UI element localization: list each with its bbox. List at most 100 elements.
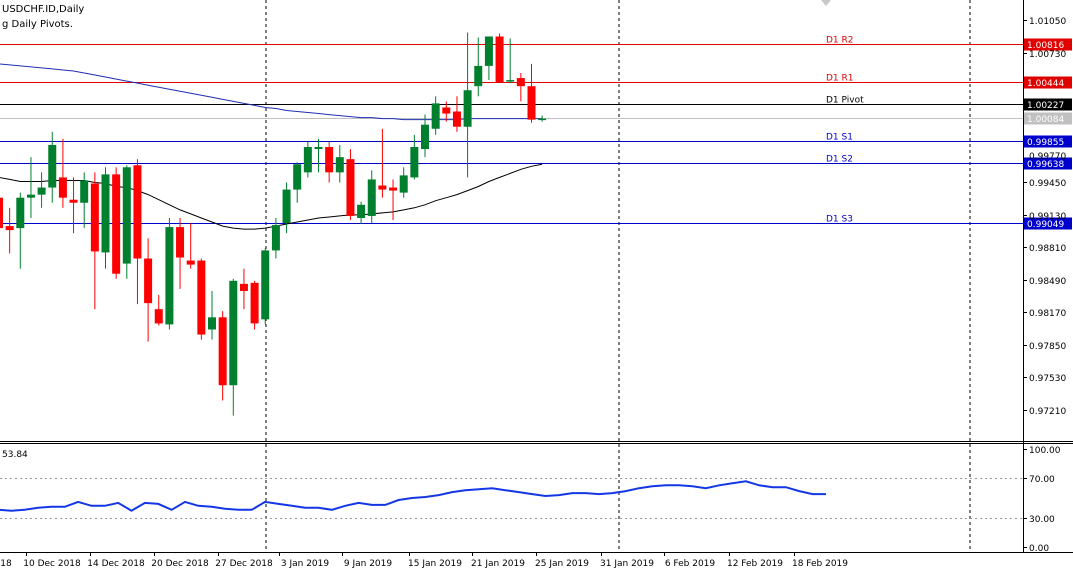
x-tick-label: 14 Dec 2018 <box>87 559 145 569</box>
price-tag <box>1024 217 1072 230</box>
candle-bear <box>112 174 121 274</box>
candle-bear <box>176 227 185 258</box>
candle-bull <box>271 225 280 251</box>
y-tick-label: 1.01050 <box>1029 17 1066 27</box>
rsi-y-tick-label: 70.00 <box>1029 475 1055 485</box>
candle-bear <box>58 177 67 198</box>
price-tag-value: 0.99638 <box>1027 160 1064 170</box>
y-tick-label: 0.99450 <box>1029 179 1066 189</box>
candle-bear <box>218 317 227 386</box>
candle-bear <box>69 199 78 203</box>
pivot-label: D1 S2 <box>826 155 853 165</box>
candle-bear <box>144 258 153 304</box>
rsi-line <box>0 480 826 512</box>
moving-average-short <box>0 163 543 230</box>
candle-bull <box>314 147 323 150</box>
candle-bull <box>538 118 547 121</box>
x-tick-label: 12 Feb 2019 <box>727 559 783 569</box>
current-price-value: 1.00084 <box>1027 115 1064 125</box>
candle-bear <box>452 111 461 127</box>
y-tick-label: 0.99130 <box>1029 212 1066 222</box>
candle-bear <box>133 165 142 259</box>
price-tag-value: 0.99049 <box>1027 220 1064 230</box>
candle-bear <box>389 187 398 191</box>
y-tick-label: 0.98810 <box>1029 244 1066 254</box>
candle-bear <box>186 260 195 265</box>
candle-bull <box>261 250 270 320</box>
price-tag <box>1024 76 1072 89</box>
x-tick-label: 25 Jan 2019 <box>535 559 589 569</box>
x-tick-label: 31 Jan 2019 <box>600 559 654 569</box>
candle-bull <box>399 175 408 193</box>
candle-bull <box>229 280 238 386</box>
candle-bull <box>357 204 366 218</box>
candle-bull <box>101 174 110 253</box>
candle-bear <box>197 260 206 335</box>
pivot-label: D1 Pivot <box>826 96 864 106</box>
candle-bear <box>346 159 355 216</box>
rsi-y-tick-label: 100.00 <box>1029 446 1061 456</box>
candle-bull <box>208 317 216 330</box>
candle-bull <box>122 167 131 264</box>
x-tick-label: 6 Feb 2019 <box>665 559 716 569</box>
x-tick-label: 9 Jan 2019 <box>344 559 392 569</box>
candle-bull <box>282 189 291 224</box>
candle-bull <box>37 187 46 195</box>
candle-bear <box>239 283 248 291</box>
x-tick-label: 15 Jan 2019 <box>408 559 462 569</box>
price-tag-value: 1.00444 <box>1027 79 1064 89</box>
candle-bull <box>165 227 174 325</box>
price-tag <box>1024 38 1072 51</box>
x-tick-label: 21 Jan 2019 <box>471 559 525 569</box>
x-tick-label: 18 Feb 2019 <box>792 559 848 569</box>
candle-bear <box>495 36 504 83</box>
price-tag <box>1024 98 1072 111</box>
candle-bull <box>367 179 376 216</box>
candle-bear <box>325 147 334 173</box>
rsi-value: 53.84 <box>2 450 28 460</box>
price-tag-value: 0.99855 <box>1027 138 1064 148</box>
candle-bull <box>80 180 89 203</box>
candle-bull <box>26 194 35 198</box>
chart-shift-marker <box>821 0 831 6</box>
y-tick-label: 1.00730 <box>1029 50 1066 60</box>
candle-bull <box>48 144 57 188</box>
candle-bear <box>250 282 259 324</box>
candle-bear <box>378 185 387 190</box>
y-tick-label: 0.98170 <box>1029 309 1066 319</box>
price-tag <box>1024 157 1072 170</box>
x-tick-label: 18 <box>0 559 12 569</box>
x-tick-label: 27 Dec 2018 <box>215 559 273 569</box>
candle-bear <box>442 107 451 114</box>
price-tag-value: 1.00816 <box>1027 41 1064 51</box>
x-tick-label: 20 Dec 2018 <box>151 559 209 569</box>
y-tick-label: 0.97210 <box>1029 407 1066 417</box>
x-tick-label: 10 Dec 2018 <box>23 559 81 569</box>
price-tag <box>1024 135 1072 148</box>
price-tag-value: 1.00227 <box>1027 101 1064 111</box>
candle-bear <box>154 309 163 324</box>
candle-bull <box>16 197 25 229</box>
candle-bear <box>516 78 525 87</box>
symbol-title: USDCHF.ID,Daily <box>2 4 85 15</box>
candle-bull <box>303 147 312 173</box>
candle-bull <box>474 65 483 87</box>
pivot-label: D1 S3 <box>826 215 853 225</box>
pivot-label: D1 R2 <box>826 36 854 46</box>
x-tick-label: 3 Jan 2019 <box>281 559 329 569</box>
moving-average-long <box>0 63 543 121</box>
pivot-label: D1 R1 <box>826 74 854 84</box>
indicator-title: g Daily Pivots. <box>2 19 73 30</box>
candle-bull <box>293 164 302 190</box>
pivot-label: D1 S1 <box>826 133 853 143</box>
current-price-tag <box>1024 112 1072 125</box>
candle-bull <box>410 147 419 178</box>
y-tick-label: 0.97530 <box>1029 374 1066 384</box>
y-tick-label: 0.97850 <box>1029 342 1066 352</box>
rsi-y-tick-label: 30.00 <box>1029 515 1055 525</box>
candle-bull <box>484 36 493 66</box>
candle-bull <box>335 157 344 173</box>
candle-bear <box>0 197 3 229</box>
